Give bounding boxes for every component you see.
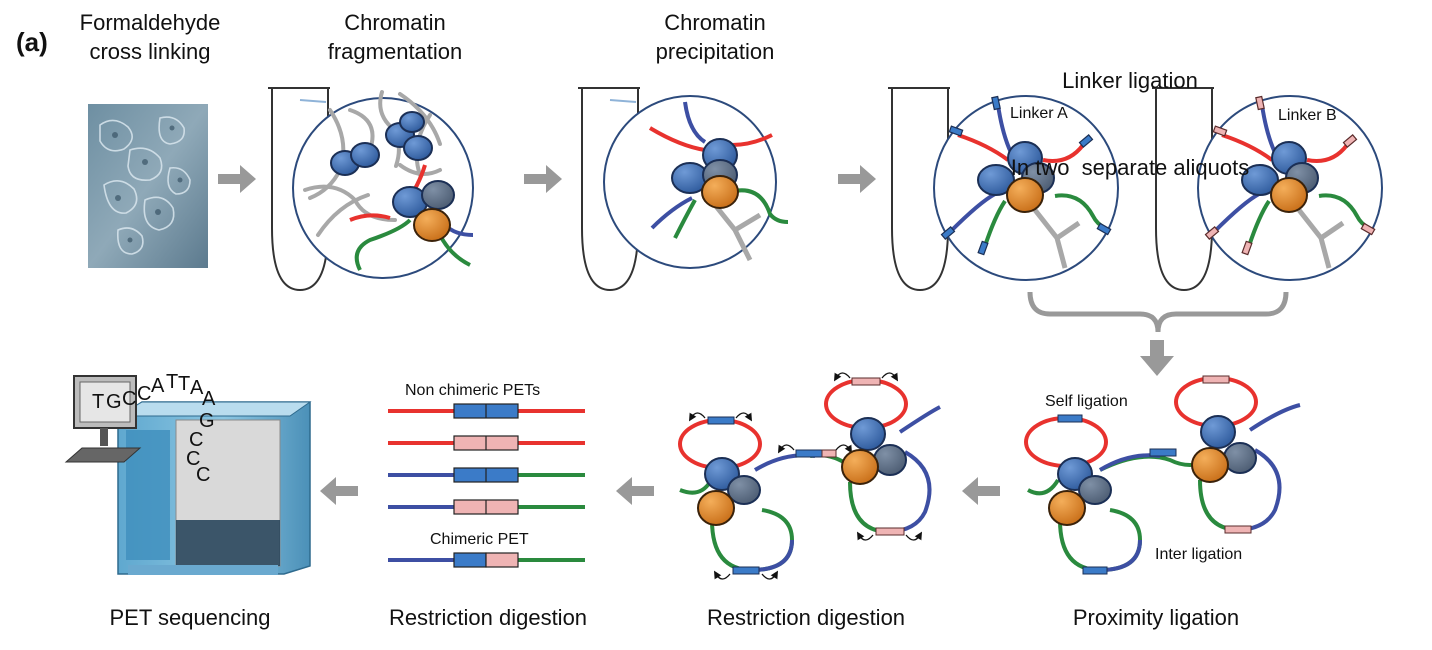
step-label-proximity: Proximity ligation [1072,605,1240,630]
step-label-line: In two separate aliquots [1010,155,1250,180]
pet-row-3 [388,467,585,483]
tube-precipitation [578,87,640,292]
seq-letter: C [137,383,151,405]
seq-letter: A [190,377,204,399]
computer-monitor-icon [64,375,142,463]
inset-label-inter-ligation: Inter ligation [1155,546,1243,563]
step-label-ligation: Linker ligation In two separate aliquots [970,8,1290,211]
proximity-ligation-diagram [1024,375,1301,575]
inset-label-self-ligation: Self ligation [1045,393,1128,410]
cell-micrograph [88,104,208,268]
step-label-sequencing: PET sequencing [109,605,271,630]
tube-linker-a [888,87,950,292]
seq-letter: C [186,448,200,470]
pet-row-2 [388,435,585,451]
panel-label: (a) [16,27,48,57]
seq-letter: C [196,464,210,486]
seq-letter: C [122,388,136,410]
step-label-line: Chromatin [664,10,766,35]
pet-row-4 [388,499,585,515]
pet-list [388,403,585,568]
step-label-digestion-loops: Restriction digestion [706,605,906,630]
step-label-fragmentation: Chromatin fragmentation [300,8,490,66]
step-label-line: fragmentation [327,39,463,64]
seq-letter: A [202,388,216,410]
step-label-line: Formaldehyde [79,10,221,35]
inset-precipitation [603,95,789,269]
tube-linker-b [1152,87,1214,292]
sequence-readout: T G C C A T T A A G C C C [92,371,216,486]
step-label-line: precipitation [655,39,775,64]
step-label-line: Chromatin [344,10,446,35]
step-label-line: cross linking [89,39,211,64]
step-label-precipitation: Chromatin precipitation [620,8,810,66]
seq-letter: T [178,373,190,395]
seq-letter: G [106,391,122,413]
down-arrow [1140,340,1174,376]
restriction-loops-diagram [678,372,941,580]
inset-linker-a [933,95,1119,281]
inset-linker-b [1197,95,1383,281]
step-label-line: Linker ligation [1062,68,1198,93]
inset-label-non-chimeric: Non chimeric PETs [405,382,541,399]
seq-letter: T [166,371,178,393]
inset-label-linker-b: Linker B [1278,107,1337,124]
merge-bracket [1027,291,1289,333]
step-label-crosslink: Formaldehyde cross linking [70,8,230,66]
seq-letter: G [199,410,215,432]
seq-letter: A [151,375,165,397]
inset-fragmentation [292,90,474,279]
seq-letter: T [92,391,104,413]
flow-arrows-bottom [320,477,1000,505]
sequencer-machine [116,401,312,575]
pet-row-1 [388,403,585,419]
inset-label-linker-a: Linker A [1010,105,1068,122]
seq-letter: C [189,429,203,451]
step-label-digestion-pets: Restriction digestion [388,605,588,630]
pet-row-chimeric [388,552,585,568]
inset-label-chimeric: Chimeric PET [430,531,529,548]
flow-arrows-top [218,165,876,193]
